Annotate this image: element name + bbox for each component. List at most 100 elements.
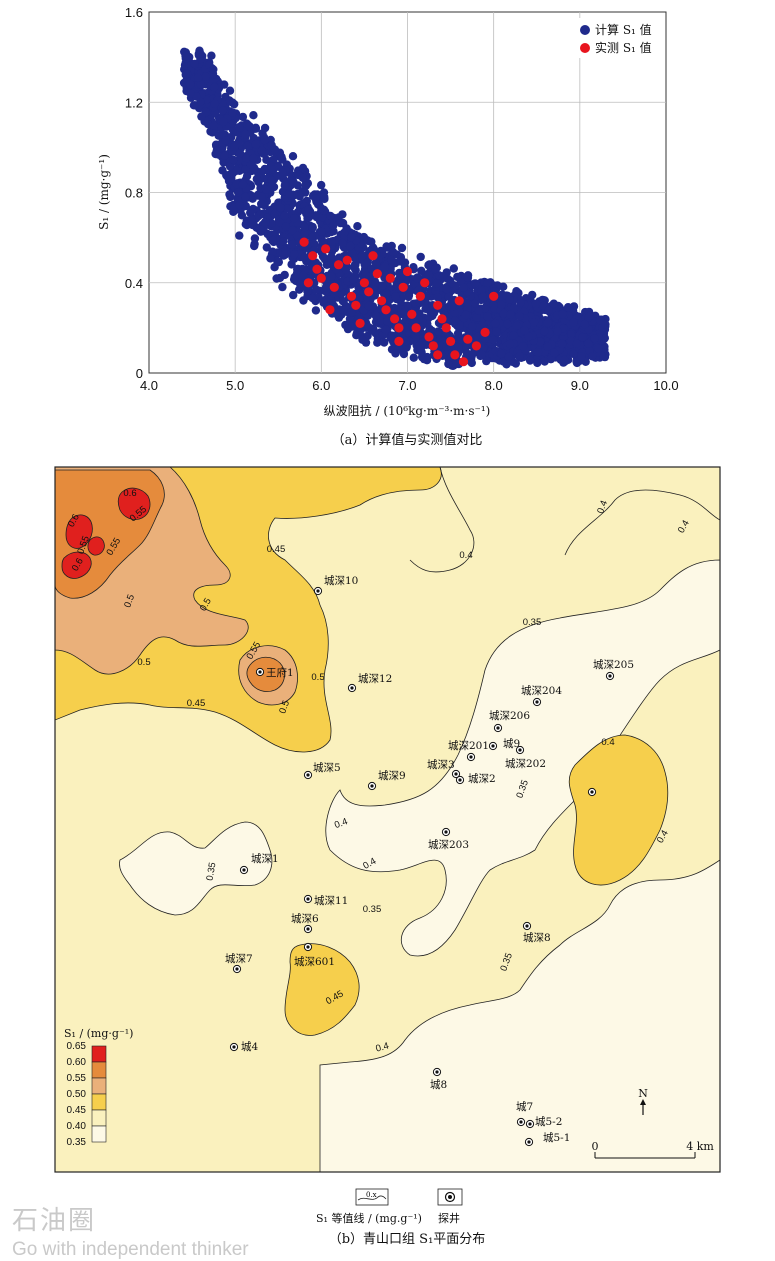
symbol-legend: 0.x S₁ 等值线 / (mg.g⁻¹) 探井: [316, 1188, 463, 1225]
well-label: 王府1: [266, 666, 294, 679]
contour-sample-text: 0.x: [366, 1191, 377, 1199]
well-marker-core: [496, 726, 500, 730]
well-label: 城深601: [294, 956, 335, 968]
well-marker-core: [454, 772, 458, 776]
calc-point: [290, 272, 299, 282]
calc-point: [416, 252, 425, 262]
color-legend-title: S₁ / (mg·g⁻¹): [64, 1027, 133, 1040]
legend-swatch-060: [91, 1045, 107, 1063]
calc-point: [238, 112, 248, 122]
calc-point: [288, 152, 298, 161]
well-marker-core: [258, 670, 262, 674]
well-label: 城7: [516, 1101, 533, 1113]
calc-point: [235, 231, 244, 240]
well-marker-core: [527, 1140, 531, 1144]
well-marker-core: [444, 830, 448, 834]
calc-point: [241, 201, 250, 211]
legend-tick-label: 0.50: [67, 1089, 87, 1100]
contour-label: 0.5: [311, 672, 324, 683]
legend-swatch-035: [91, 1125, 107, 1143]
well-label: 城深11: [314, 895, 348, 907]
watermark-cn: 石油圈: [12, 1205, 97, 1235]
well-marker-core: [350, 686, 354, 690]
well-label: 城深201: [448, 740, 489, 752]
calc-point: [397, 243, 407, 253]
north-label: N: [638, 1087, 648, 1100]
calc-point: [298, 163, 308, 173]
well-marker-core: [491, 744, 495, 748]
calc-point: [289, 290, 298, 300]
calc-point: [499, 282, 508, 291]
legend-swatch-055: [91, 1061, 107, 1079]
well-label: 城深203: [428, 839, 469, 851]
legend-swatch-045: [91, 1093, 107, 1111]
contour-label: 0.35: [363, 904, 382, 915]
caption-b: （b）青山口组 S₁平面分布: [329, 1232, 486, 1247]
calc-point: [268, 236, 277, 245]
scatter-chart: 4.0 5.0 6.0 7.0 8.0 9.0 10.0 00.40.81.21.6 纵波阻…: [97, 5, 679, 448]
well-label: 城深1: [251, 853, 279, 865]
well-label: 城深202: [505, 758, 546, 770]
contour-legend-label: S₁ 等值线 / (mg.g⁻¹): [316, 1211, 422, 1225]
well-label: 城深3: [427, 759, 455, 771]
well-label: 城9: [503, 738, 520, 750]
watermark-en: Go with independent thinker: [12, 1239, 249, 1260]
calc-point: [540, 357, 549, 366]
well-label: 城深10: [324, 575, 358, 587]
well-marker-core: [525, 924, 529, 928]
well-label: 城深206: [489, 710, 530, 722]
well-label: 城8: [430, 1079, 447, 1091]
well-marker-core: [458, 778, 462, 782]
well-label: 城5-2: [535, 1116, 562, 1128]
calc-point: [242, 172, 252, 181]
well-marker-core: [370, 784, 374, 788]
well-label: 城深6: [291, 913, 319, 925]
calc-point: [533, 358, 542, 368]
well-marker-core: [232, 1045, 236, 1049]
scale-label-end: 4 km: [686, 1140, 714, 1153]
contour-label: 0.35: [523, 617, 542, 628]
contour-label: 0.45: [267, 544, 286, 555]
well-label: 城深12: [358, 673, 392, 685]
well-marker-core: [306, 927, 310, 931]
contour-label: 0.6: [123, 488, 136, 499]
well-label: 城深8: [523, 932, 551, 944]
map-fill: [55, 467, 720, 1172]
legend-tick-label: 0.45: [67, 1105, 87, 1116]
well-marker-core: [469, 755, 473, 759]
calc-point: [301, 181, 311, 190]
legend-tick-label: 0.65: [67, 1041, 87, 1052]
calc-point: [207, 51, 216, 60]
calc-point: [499, 357, 508, 366]
legend-swatch-040: [91, 1109, 107, 1127]
legend-tick-label: 0.35: [67, 1137, 87, 1148]
scale-label-start: 0: [592, 1140, 599, 1153]
well-marker-core: [306, 897, 310, 901]
calc-point: [268, 247, 277, 256]
well-label: 城5-1: [543, 1132, 570, 1144]
well-marker-core: [316, 589, 320, 593]
calc-point: [449, 264, 458, 273]
legend-tick-label: 0.60: [67, 1057, 87, 1068]
well-label: 城深9: [378, 770, 406, 782]
calc-point: [525, 356, 535, 365]
well-marker-core: [235, 967, 239, 971]
legend-tick-labels: 0.65 0.60 0.55 0.50 0.45 0.40 0.35: [67, 1041, 87, 1148]
well-marker-core: [435, 1070, 439, 1074]
well-marker-core: [519, 1120, 523, 1124]
well-marker-core: [535, 700, 539, 704]
well-marker-core: [590, 790, 594, 794]
well-marker-core: [306, 945, 310, 949]
contour-label: 0.5: [137, 657, 150, 668]
calc-point: [345, 314, 355, 323]
contour-label: 0.45: [187, 698, 206, 709]
well-marker-core: [242, 868, 246, 872]
legend-tick-label: 0.40: [67, 1121, 87, 1132]
well-legend-label: 探井: [438, 1211, 460, 1225]
well-marker-core: [306, 773, 310, 777]
well-label: 城深5: [313, 762, 341, 774]
calc-point: [249, 111, 258, 120]
well-marker-core: [528, 1122, 532, 1126]
contour-label: 0.4: [459, 550, 472, 561]
